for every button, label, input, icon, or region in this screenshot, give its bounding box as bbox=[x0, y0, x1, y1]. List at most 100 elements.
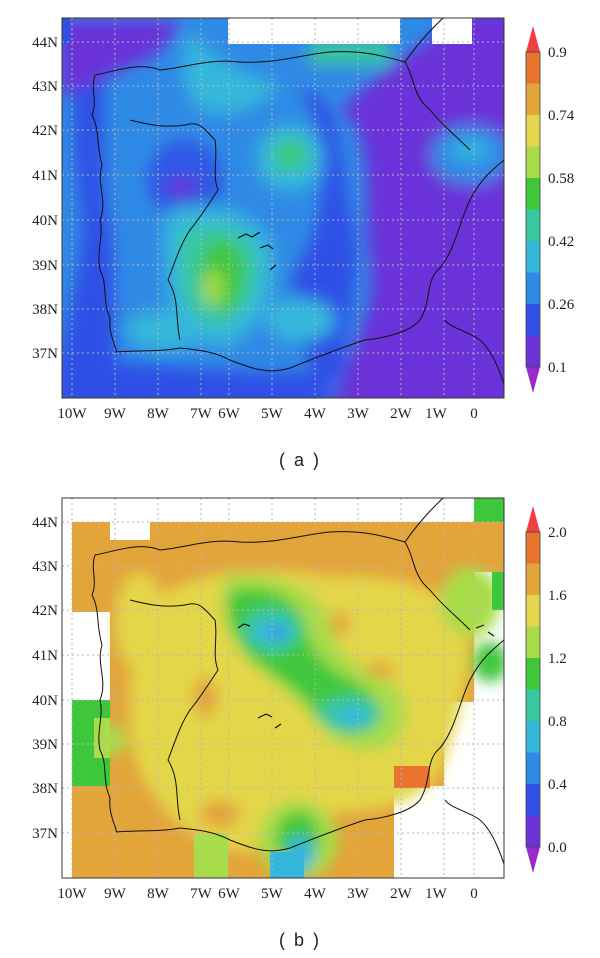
lon-label: 6W bbox=[218, 886, 241, 902]
map-a-coastline bbox=[91, 18, 504, 385]
map-panel-a: 44N 43N 42N 41N 40N 39N 38N 37N 10W 9W 8… bbox=[32, 17, 575, 470]
map-a-canvas: 44N 43N 42N 41N 40N 39N 38N 37N 10W 9W 8… bbox=[32, 17, 575, 422]
colorbar-frame bbox=[525, 531, 541, 848]
map-panel-b: 44N 43N 42N 41N 40N 39N 38N 37N 10W 9W 8… bbox=[0, 482, 600, 958]
caption-a: ( a ) bbox=[278, 450, 321, 470]
lon-label: 7W bbox=[190, 886, 213, 902]
map-a-frame bbox=[61, 17, 505, 399]
map-b-grid bbox=[62, 498, 504, 878]
colorbar-segment bbox=[526, 752, 540, 785]
lat-label: 37N bbox=[32, 826, 58, 842]
colorbar-segment bbox=[526, 689, 540, 722]
colorbar-label: 2.0 bbox=[548, 525, 567, 541]
lon-label: 5W bbox=[261, 886, 284, 902]
map-b-canvas: 44N 43N 42N 41N 40N 39N 38N 37N 10W 9W 8… bbox=[32, 497, 567, 902]
lon-label: 8W bbox=[147, 406, 170, 422]
lon-label: 5W bbox=[261, 406, 284, 422]
lat-label: 43N bbox=[32, 79, 58, 95]
colorbar-segment bbox=[526, 335, 540, 368]
colorbar-segment bbox=[526, 532, 540, 564]
map-b-coastline bbox=[91, 498, 504, 865]
lon-label: 3W bbox=[347, 886, 370, 902]
colorbar-segment bbox=[526, 563, 540, 596]
map-b-field bbox=[62, 498, 504, 878]
caption-b: ( b ) bbox=[278, 930, 321, 950]
lat-label: 41N bbox=[32, 648, 58, 664]
colorbar-segment bbox=[526, 209, 540, 242]
lat-label: 44N bbox=[32, 35, 58, 51]
map-a-lat-labels: 44N 43N 42N 41N 40N 39N 38N 37N bbox=[32, 35, 58, 362]
colorbar-label: 0.4 bbox=[548, 777, 567, 793]
colorbar-over-triangle bbox=[526, 506, 540, 532]
lat-label: 39N bbox=[32, 258, 58, 274]
lon-label: 1W bbox=[425, 406, 448, 422]
map-b-colorbar bbox=[525, 506, 541, 873]
colorbar-segment bbox=[526, 115, 540, 147]
colorbar-segment bbox=[526, 595, 540, 627]
colorbar-segment bbox=[526, 784, 540, 816]
lon-label: 3W bbox=[347, 406, 370, 422]
map-a-lon-labels: 10W 9W 8W 7W 6W 5W 4W 3W 2W 1W 0 bbox=[57, 406, 477, 422]
colorbar-label: 0.26 bbox=[548, 297, 575, 313]
lon-label: 10W bbox=[57, 886, 87, 902]
colorbar-segment bbox=[526, 52, 540, 84]
lat-label: 43N bbox=[32, 559, 58, 575]
lon-label: 4W bbox=[304, 406, 327, 422]
colorbar-under-triangle bbox=[526, 847, 540, 873]
colorbar-segment bbox=[526, 304, 540, 336]
colorbar-frame bbox=[525, 51, 541, 368]
lon-label: 2W bbox=[390, 406, 413, 422]
lat-label: 41N bbox=[32, 168, 58, 184]
map-a-field bbox=[62, 18, 504, 398]
lon-label: 0 bbox=[470, 406, 478, 422]
lat-label: 44N bbox=[32, 515, 58, 531]
map-b-lat-labels: 44N 43N 42N 41N 40N 39N 38N 37N bbox=[32, 515, 58, 842]
lat-label: 38N bbox=[32, 302, 58, 318]
colorbar-segment bbox=[526, 658, 540, 690]
colorbar-label: 0.8 bbox=[548, 714, 567, 730]
colorbar-segment bbox=[526, 815, 540, 848]
colorbar-label: 0.1 bbox=[548, 360, 567, 376]
lat-label: 42N bbox=[32, 603, 58, 619]
lon-label: 7W bbox=[190, 406, 213, 422]
lon-label: 6W bbox=[218, 406, 241, 422]
colorbar-segment bbox=[526, 721, 540, 753]
colorbar-label: 0.9 bbox=[548, 45, 567, 61]
colorbar-label: 0.58 bbox=[548, 171, 574, 187]
colorbar-label: 1.2 bbox=[548, 651, 567, 667]
lat-label: 37N bbox=[32, 346, 58, 362]
lat-label: 40N bbox=[32, 693, 58, 709]
lon-label: 2W bbox=[390, 886, 413, 902]
map-a-rivers bbox=[237, 231, 277, 271]
colorbar-segment bbox=[526, 272, 540, 305]
map-b-frame bbox=[61, 497, 505, 879]
map-b-rivers bbox=[237, 623, 495, 729]
lon-label: 8W bbox=[147, 886, 170, 902]
colorbar-over-triangle bbox=[526, 26, 540, 52]
lat-label: 39N bbox=[32, 737, 58, 753]
lon-label: 9W bbox=[104, 886, 127, 902]
colorbar-segment bbox=[526, 626, 540, 659]
lon-label: 10W bbox=[57, 406, 87, 422]
lon-label: 9W bbox=[104, 406, 127, 422]
lat-label: 38N bbox=[32, 781, 58, 797]
colorbar-label: 1.6 bbox=[548, 588, 567, 604]
colorbar-under-triangle bbox=[526, 367, 540, 393]
colorbar-label: 0.0 bbox=[548, 840, 567, 856]
map-a-colorbar bbox=[525, 26, 541, 393]
lon-label: 4W bbox=[304, 886, 327, 902]
colorbar-segment bbox=[526, 241, 540, 273]
colorbar-segment bbox=[526, 146, 540, 179]
map-b-lon-labels: 10W 9W 8W 7W 6W 5W 4W 3W 2W 1W 0 bbox=[57, 886, 477, 902]
lon-label: 1W bbox=[425, 886, 448, 902]
lat-label: 40N bbox=[32, 213, 58, 229]
map-a-colorbar-labels: 0.9 0.74 0.58 0.42 0.26 0.1 bbox=[548, 45, 575, 376]
colorbar-label: 0.42 bbox=[548, 234, 574, 250]
map-a-grid bbox=[62, 18, 504, 398]
colorbar-label: 0.74 bbox=[548, 108, 575, 124]
colorbar-segment bbox=[526, 83, 540, 116]
lat-label: 42N bbox=[32, 123, 58, 139]
map-b-colorbar-labels: 2.0 1.6 1.2 0.8 0.4 0.0 bbox=[548, 525, 567, 856]
colorbar-segment bbox=[526, 178, 540, 210]
lon-label: 0 bbox=[470, 886, 478, 902]
